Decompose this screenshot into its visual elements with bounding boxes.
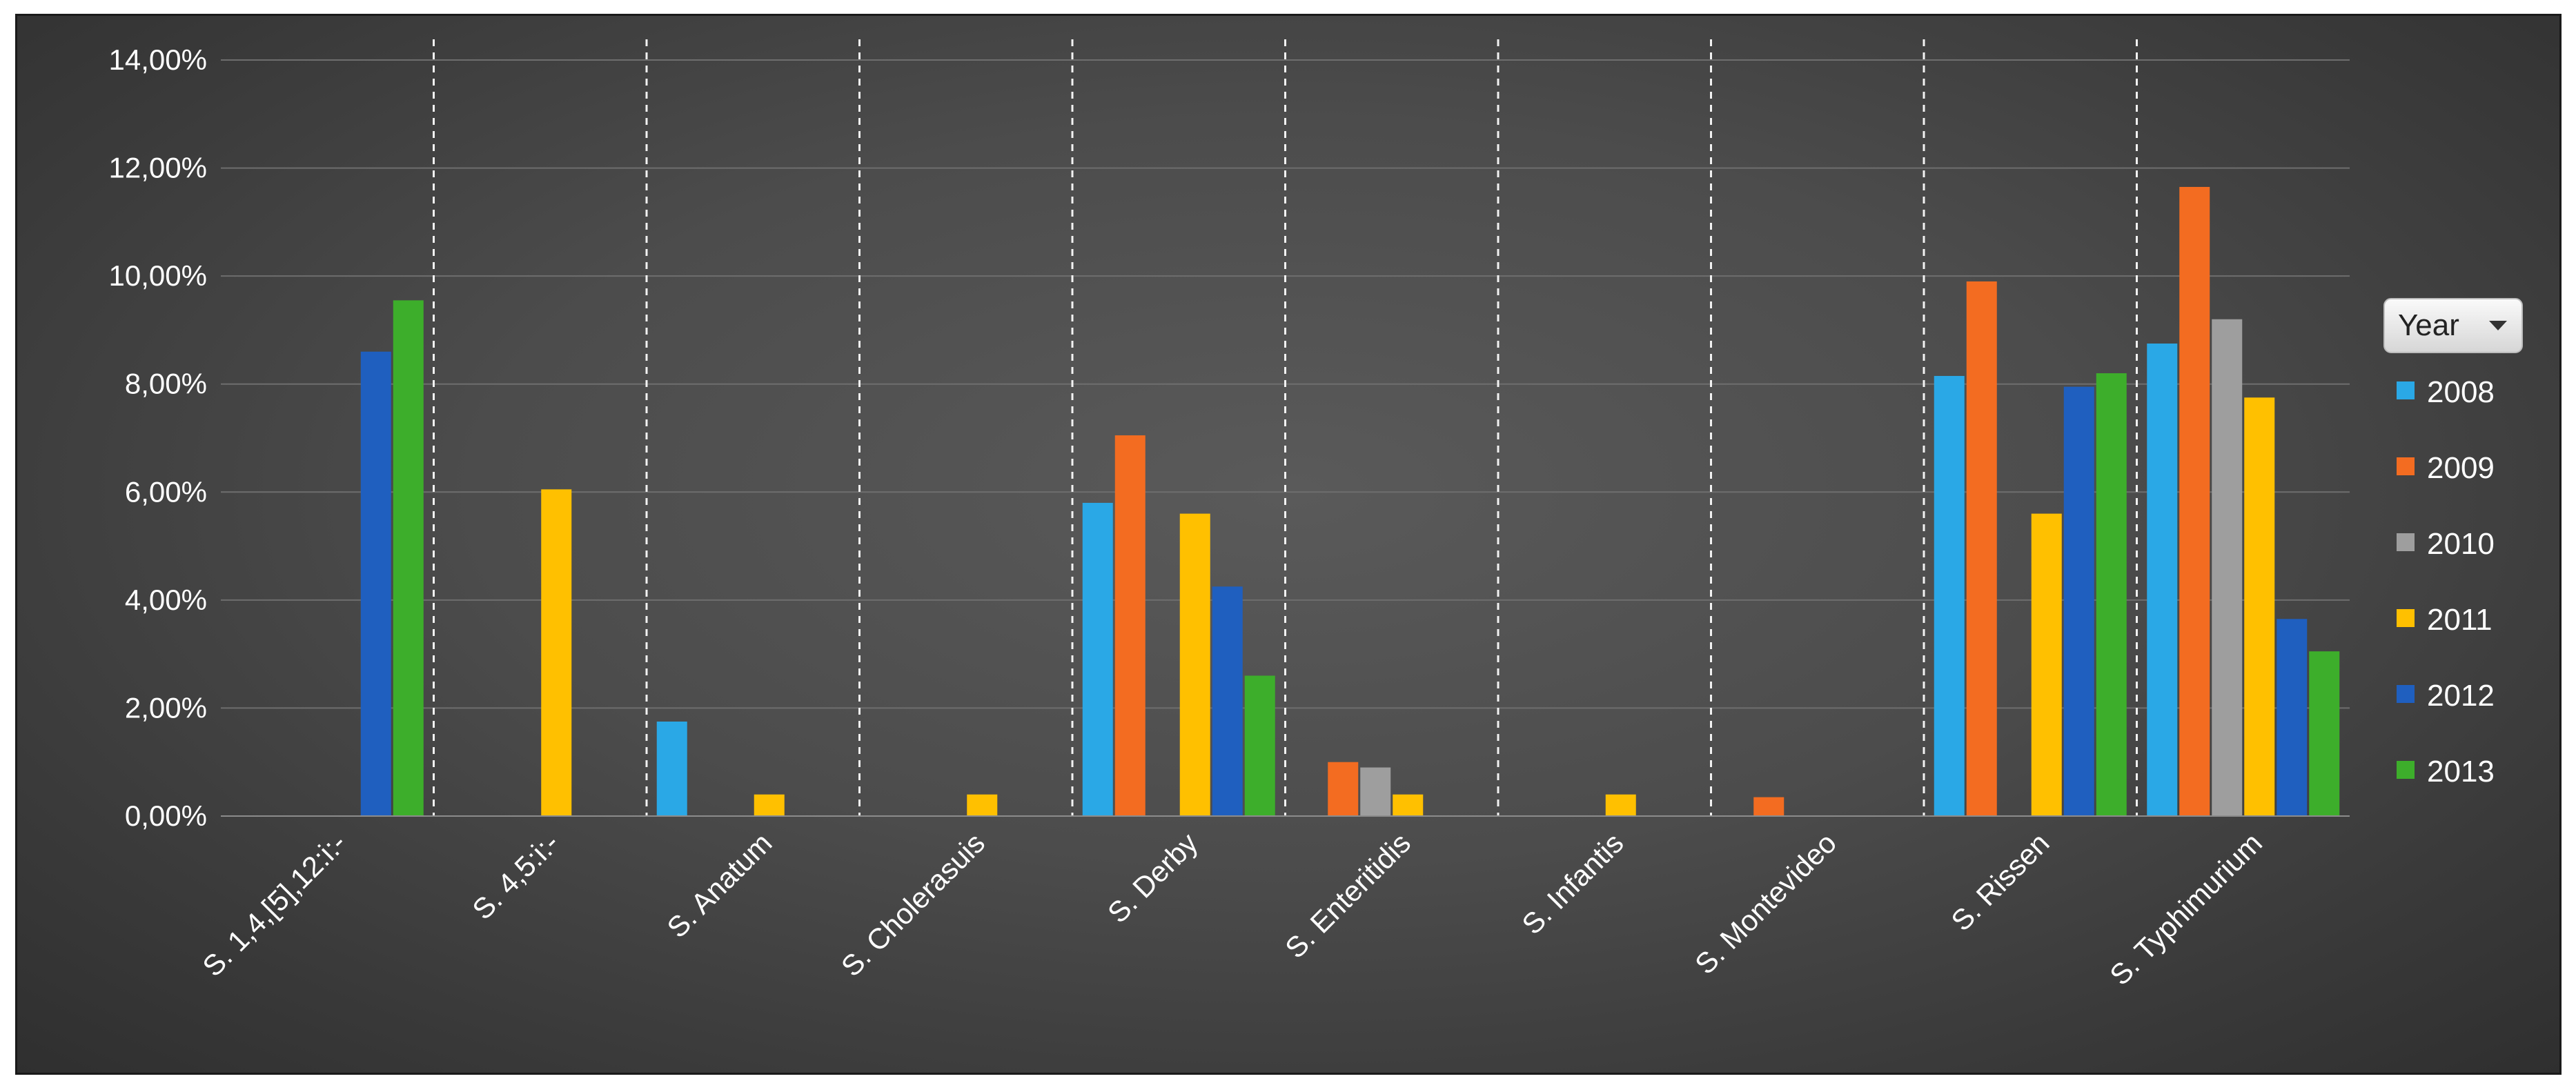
legend-label: 2009 xyxy=(2427,451,2495,485)
x-tick-label: S. 4,5:i:- xyxy=(466,826,565,926)
legend-swatch xyxy=(2397,381,2415,399)
dropdown-arrow-icon xyxy=(2489,321,2507,330)
x-tick-label: S. Typhimurium xyxy=(2103,826,2268,991)
bar-2013 xyxy=(393,300,424,816)
legend: Year 2008 2009 2010 2011 2012 2013 xyxy=(2383,298,2523,788)
x-tick-label: S. Enteritidis xyxy=(1279,826,1417,964)
legend-swatch xyxy=(2397,457,2415,475)
category-separators xyxy=(433,39,2138,816)
bar-2008 xyxy=(1934,375,1965,816)
bar-2012 xyxy=(2277,619,2308,816)
bar-2011 xyxy=(541,489,572,816)
legend-label: 2010 xyxy=(2427,527,2495,561)
bar-2012 xyxy=(360,351,391,816)
y-tick-label: 6,00% xyxy=(125,475,207,508)
y-tick-label: 8,00% xyxy=(125,368,207,400)
legend-swatch xyxy=(2397,533,2415,551)
bar-2011 xyxy=(1179,513,1210,816)
bar-2013 xyxy=(2096,373,2127,816)
bar-2009 xyxy=(2179,186,2210,816)
bar-2011 xyxy=(1393,794,1424,816)
bar-2011 xyxy=(754,794,785,816)
legend-label: 2011 xyxy=(2427,603,2493,637)
legend-label: 2012 xyxy=(2427,679,2495,713)
bar-2013 xyxy=(1244,675,1275,816)
chart-frame: 0,00% 2,00% 4,00% 6,00% 8,00% 10,00% 12,00% 14,… xyxy=(15,14,2562,1075)
legend-label: 2013 xyxy=(2427,755,2495,788)
bar-2012 xyxy=(2063,386,2094,816)
bar-2008 xyxy=(1082,502,1113,816)
bar-2011 xyxy=(967,794,998,816)
bar-2008 xyxy=(656,722,687,816)
bar-2012 xyxy=(1212,586,1243,816)
x-tick-label: S. Montevideo xyxy=(1689,826,1842,980)
x-tick-label: S. Rissen xyxy=(1945,826,2055,937)
x-tick-label: S. Anatum xyxy=(660,826,778,944)
bar-2009 xyxy=(1328,762,1359,816)
x-tick-label: S. 1,4,[5],12:i:- xyxy=(196,826,352,982)
bar-2011 xyxy=(2244,397,2275,816)
bar-2011 xyxy=(1605,794,1636,816)
bar-chart: 0,00% 2,00% 4,00% 6,00% 8,00% 10,00% 12,00% 14,… xyxy=(109,39,2523,991)
bar-2010 xyxy=(2212,319,2243,816)
legend-item: 2011 xyxy=(2397,603,2493,637)
y-tick-label: 14,00% xyxy=(109,43,207,76)
y-tick-label: 0,00% xyxy=(125,800,207,832)
legend-item: 2009 xyxy=(2397,451,2495,485)
legend-title: Year xyxy=(2398,308,2459,342)
legend-item: 2012 xyxy=(2397,679,2495,713)
y-tick-label: 12,00% xyxy=(109,152,207,184)
bar-2009 xyxy=(1753,797,1784,816)
legend-item: 2010 xyxy=(2397,527,2495,561)
legend-item: 2008 xyxy=(2397,375,2495,409)
y-tick-label: 2,00% xyxy=(125,691,207,724)
bar-2010 xyxy=(1360,767,1391,816)
bars xyxy=(360,186,2340,816)
axes: 0,00% 2,00% 4,00% 6,00% 8,00% 10,00% 12,00% 14,… xyxy=(109,43,2350,991)
bar-2009 xyxy=(1114,435,1146,816)
x-tick-label: S. Cholerasuis xyxy=(835,826,991,982)
bar-2011 xyxy=(2031,513,2062,816)
legend-swatch xyxy=(2397,609,2415,627)
bar-2008 xyxy=(2147,344,2178,816)
y-tick-label: 10,00% xyxy=(109,259,207,292)
legend-label: 2008 xyxy=(2427,375,2495,409)
legend-swatch xyxy=(2397,761,2415,779)
legend-filter-button[interactable]: Year xyxy=(2383,298,2523,353)
legend-item: 2013 xyxy=(2397,755,2495,788)
bar-2013 xyxy=(2309,651,2340,816)
bar-2009 xyxy=(1966,281,1997,816)
x-tick-label: S. Derby xyxy=(1101,826,1204,929)
y-tick-label: 4,00% xyxy=(125,584,207,616)
legend-swatch xyxy=(2397,685,2415,703)
x-tick-label: S. Infantis xyxy=(1515,826,1629,940)
legend-button-bg xyxy=(2383,298,2523,353)
